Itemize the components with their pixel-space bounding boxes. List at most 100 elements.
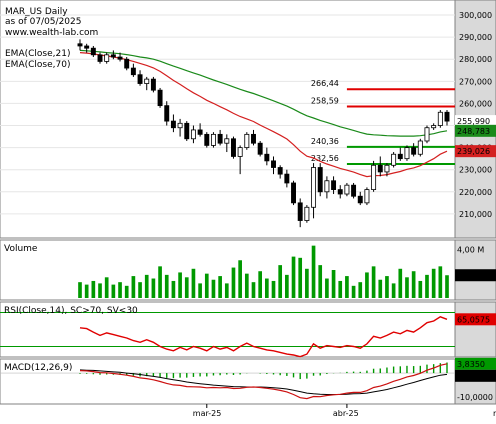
price-y-tick-label: 260,000: [459, 99, 492, 108]
volume-bar: [144, 274, 149, 298]
date-tick-label: abr-25: [333, 409, 359, 418]
volume-bar: [431, 268, 436, 298]
candle-body: [217, 133, 223, 144]
candle-body: [144, 78, 150, 84]
price-pane-frame: [0, 0, 456, 239]
candle-body: [224, 138, 230, 144]
volume-bar: [371, 266, 376, 298]
candle-body: [164, 105, 170, 122]
volume-bar: [278, 265, 283, 298]
candle-body: [150, 78, 156, 91]
volume-bar: [211, 279, 216, 298]
volume-bar: [298, 257, 303, 298]
candle-body: [97, 54, 103, 62]
volume-bar: [325, 278, 329, 298]
volume-bar: [238, 260, 242, 298]
volume-bar: [265, 278, 269, 298]
volume-last-badge-bg: [455, 269, 496, 282]
volume-last-badge: 1,87 M: [457, 271, 484, 280]
ema70-legend: EMA(Close,70): [5, 60, 70, 70]
rsi-lines: 65,0575: [0, 312, 496, 358]
volume-label: Volume: [4, 244, 38, 254]
candle-body: [104, 54, 110, 62]
candle-body: [231, 138, 236, 157]
candle-body: [204, 133, 210, 146]
last-close-badge-bg: [455, 115, 496, 128]
candle-body: [351, 184, 357, 197]
price-grid: [0, 14, 455, 215]
rsi-line: [79, 316, 448, 358]
price-y-tick-label: 280,000: [459, 55, 492, 64]
volume-bar: [151, 278, 156, 298]
candle-body: [311, 167, 317, 208]
volume-bar: [351, 285, 356, 298]
volume-bar: [84, 284, 89, 298]
volume-bar: [318, 265, 323, 298]
date-line: as of 07/05/2025: [5, 17, 81, 27]
macd-pane: -10,0000 3,8350 -0,5411 MACD(12,26,9): [0, 357, 496, 405]
candle-body: [291, 182, 296, 204]
volume-bar: [91, 280, 96, 298]
candle-body: [424, 127, 430, 142]
price-y-tick-label: 270,000: [459, 77, 492, 86]
volume-bar: [138, 282, 142, 298]
volume-bar: [178, 272, 182, 298]
candle-body: [77, 43, 83, 47]
date-axis: mar-25 abr-25 may-25: [193, 404, 496, 418]
candle-body: [357, 195, 363, 204]
volume-bar: [285, 274, 289, 298]
date-tick-label: mar-25: [193, 409, 222, 418]
candle-body: [237, 147, 243, 157]
candle-body: [371, 164, 377, 191]
volume-bar: [191, 268, 196, 298]
volume-bar: [425, 274, 429, 298]
candle-body: [190, 129, 196, 140]
candle-body: [444, 111, 450, 122]
volume-bar: [124, 285, 129, 298]
volume-bar: [411, 271, 416, 298]
candle-body: [271, 160, 276, 168]
volume-bar: [118, 282, 122, 298]
ema70-line: [79, 49, 448, 137]
volume-bar: [244, 273, 249, 298]
candle-body: [210, 133, 216, 146]
ema21-line: [79, 52, 448, 178]
candle-body: [317, 167, 323, 193]
candle-body: [137, 74, 143, 84]
volume-bar: [184, 277, 189, 298]
volume-bar: [164, 274, 169, 298]
volume-bar: [231, 267, 236, 298]
macd-y-tick-label: -10,0000: [457, 393, 493, 402]
candle-body: [157, 89, 163, 107]
candle-body: [170, 120, 176, 129]
volume-bar: [378, 279, 383, 298]
candle-body: [304, 206, 310, 221]
volume-bar: [158, 266, 162, 298]
macd-pane-frame: [0, 358, 456, 405]
volume-axis-labels: 4,00 M 1,87 M: [455, 245, 496, 282]
signal-last-badge-bg: [455, 369, 496, 382]
site-label: www.wealth-lab.com: [5, 28, 98, 38]
volume-bar: [418, 280, 423, 298]
candle-body: [417, 140, 423, 155]
candle-body: [197, 129, 203, 135]
candle-body: [177, 122, 183, 129]
candle-body: [377, 164, 383, 173]
candle-body: [90, 47, 96, 56]
volume-bar: [338, 280, 343, 298]
volume-bar: [331, 270, 336, 298]
candle-body: [384, 164, 390, 173]
support-label: 232,56: [311, 154, 339, 163]
candle-body: [344, 184, 350, 195]
candle-body: [404, 147, 410, 160]
ema21-badge-bg: [455, 145, 496, 158]
volume-bar: [171, 280, 176, 298]
candle-body: [277, 167, 283, 175]
rsi-pane: 65,0575 RSI(Close,14), SC>70, SV<30: [0, 301, 496, 358]
ema70-badge-bg: [455, 124, 496, 137]
candle-body: [244, 133, 250, 149]
rsi-last-badge: 65,0575: [457, 315, 490, 324]
rsi-axis: [454, 301, 496, 358]
